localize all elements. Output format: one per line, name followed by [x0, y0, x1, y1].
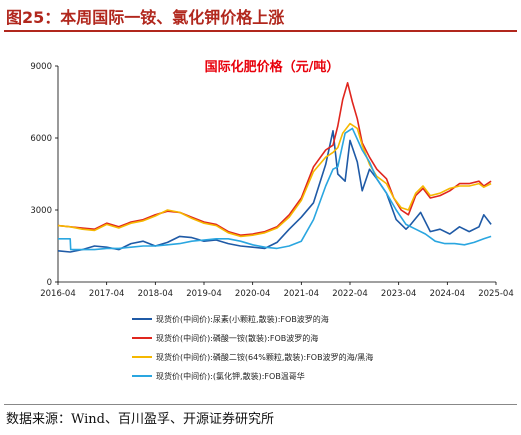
title-divider	[4, 30, 517, 32]
x-tick-label: 2024-04	[430, 289, 466, 299]
y-ticks: 0 3000 6000 9000	[30, 62, 58, 288]
series-line-2	[57, 82, 492, 236]
x-tick-label: 2018-04	[138, 289, 174, 299]
x-tick-label: 2017-04	[89, 289, 125, 299]
y-tick-label: 3000	[30, 206, 52, 216]
x-tick-label: 2020-04	[235, 289, 271, 299]
chart: 国际化肥价格（元/吨） 0 3000 6000 9000 2016-04 2017-04…	[30, 59, 514, 381]
x-tick-label: 2021-04	[284, 289, 320, 299]
legend-label-3: 现货价(中间价):磷酸二铵(64%颗粒,散装):FOB波罗的海/黑海	[156, 352, 373, 362]
figure-title: 图25：本周国际一铵、氯化钾价格上涨	[6, 8, 285, 27]
y-tick-label: 6000	[30, 134, 52, 144]
y-tick-label: 0	[47, 278, 52, 288]
figure-header: 图25：本周国际一铵、氯化钾价格上涨	[0, 0, 521, 30]
series-lines	[57, 82, 492, 253]
x-ticks: 2016-04 2017-04 2018-04 2019-04 2020-04 2021-…	[40, 282, 514, 299]
series-line-3	[57, 122, 492, 238]
chart-axes	[57, 66, 496, 283]
series-line-1	[57, 130, 492, 253]
x-tick-label: 2022-04	[332, 289, 368, 299]
figure-source: 数据来源：Wind、百川盈孚、开源证券研究所	[6, 412, 274, 427]
series-line-4	[58, 127, 492, 251]
x-tick-label: 2023-04	[381, 289, 417, 299]
y-tick-label: 9000	[30, 62, 52, 72]
chart-title: 国际化肥价格（元/吨）	[205, 59, 340, 75]
source-divider	[4, 404, 517, 405]
legend-label-2: 现货价(中间价):磷酸一铵(散装):FOB波罗的海	[156, 333, 318, 343]
legend-label-4: 现货价(中间价):(氯化钾,散装):FOB温哥华	[156, 371, 305, 381]
x-tick-label: 2016-04	[40, 289, 76, 299]
legend-label-1: 现货价(中间价):尿素(小颗粒,散装):FOB波罗的海	[156, 314, 329, 324]
x-tick-label: 2019-04	[186, 289, 222, 299]
legend: 现货价(中间价):尿素(小颗粒,散装):FOB波罗的海现货价(中间价):磷酸一铵…	[132, 314, 373, 381]
x-tick-label: 2025-04	[478, 289, 514, 299]
